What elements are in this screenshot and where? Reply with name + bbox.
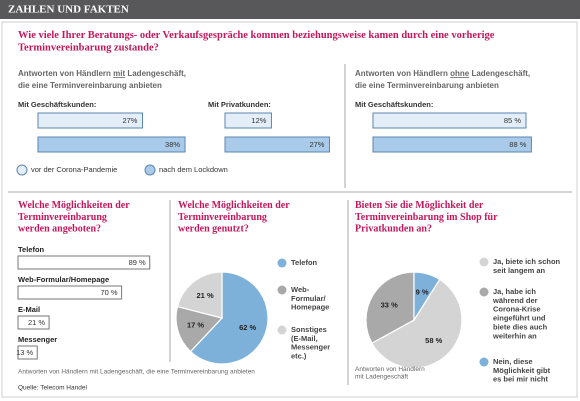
left-heading: Antworten von Händlern mit Ladengeschäft… — [18, 69, 186, 78]
note: Antworten von Händlern mit Ladengeschäft… — [18, 369, 255, 376]
legend-label: Ja, habe ich während der Corona-Krise einge… — [492, 287, 548, 340]
chart-title: Welche Möglichkeiten der Terminvereinbaru… — [18, 200, 130, 235]
legend-label: Telefon — [291, 258, 318, 267]
note: Antworten von Händlern mit Ladengeschäft — [355, 366, 425, 381]
bar — [224, 136, 330, 153]
question: Wie viele Ihrer Beratungs- oder Verkaufs… — [18, 30, 495, 53]
category-label: Web-Formular/Homepage — [18, 275, 109, 284]
bar-chart-title: Mit Privatkunden: — [208, 100, 271, 109]
legend-swatch — [144, 164, 156, 176]
pie-slice — [365, 271, 415, 344]
bar — [17, 315, 50, 330]
bar-chart-title: Mit Geschäftskunden: — [355, 100, 433, 109]
frame — [1, 21, 578, 398]
pie-slice — [175, 305, 224, 353]
pie-slice — [413, 271, 441, 323]
legend-label: Ja, biete ich schon seit langem an — [493, 257, 561, 275]
bar-label: 89 % — [129, 258, 146, 267]
legend-swatch — [277, 285, 287, 295]
bar — [37, 136, 186, 153]
bar — [372, 136, 532, 153]
slice-label: 33 % — [381, 300, 398, 309]
bar-label: 85 % — [504, 116, 521, 125]
legend-label: vor der Corona-Pandemie — [31, 165, 117, 174]
category-label: E-Mail — [18, 305, 40, 314]
legend-label: Nein, diese Möglichkeit gibt es bei mir ni… — [493, 357, 551, 384]
bar-label: 21 % — [28, 318, 45, 327]
pie-slice — [176, 271, 223, 319]
bar — [17, 255, 151, 270]
bar-label: 27% — [309, 140, 324, 149]
right-heading-2: die eine Terminvereinbarung anbieten — [355, 81, 499, 90]
legend-swatch — [277, 325, 287, 335]
bar — [17, 345, 38, 360]
bar-label: 88 % — [509, 140, 526, 149]
bar-label: 70 % — [100, 288, 117, 297]
legend-label: Web-Formular/Homepage — [291, 285, 329, 312]
pie-slice — [371, 278, 463, 369]
bar-label: 12% — [251, 116, 266, 125]
category-label: Messenger — [18, 335, 57, 344]
bar — [37, 112, 143, 129]
slice-label: 17 % — [187, 321, 204, 330]
right-heading: Antworten von Händlern ohne Ladengeschäf… — [355, 69, 530, 78]
chart-title: Bieten Sie die Möglichkeit der Terminvere… — [355, 200, 498, 235]
legend-swatch — [479, 287, 489, 297]
header: ZAHLEN UND FAKTEN — [8, 4, 129, 16]
category-label: Telefon — [18, 245, 45, 254]
legend-label: nach dem Lockdown — [159, 165, 228, 174]
slice-label: 9 % — [416, 287, 429, 296]
slice-label: 62 % — [239, 323, 256, 332]
chart-title: Welche Möglichkeiten der Terminvereinbaru… — [178, 200, 290, 235]
legend-swatch — [277, 258, 287, 268]
bar — [224, 112, 272, 129]
bar-label: 13 % — [16, 348, 33, 357]
legend-swatch — [479, 357, 489, 367]
source: Quelle: Telecom Handel — [18, 385, 87, 392]
bar-label: 38% — [165, 140, 180, 149]
slice-label: 21 % — [197, 291, 214, 300]
bar — [372, 112, 527, 129]
bar-chart-title: Mit Geschäftskunden: — [18, 100, 96, 109]
legend-swatch — [16, 164, 28, 176]
bar-label: 27% — [122, 116, 137, 125]
legend-swatch — [479, 257, 489, 267]
left-heading-2: die eine Terminvereinbarung anbieten — [18, 81, 162, 90]
legend-label: Sonstiges (E-Mail, Messenger etc.) — [291, 325, 330, 361]
pie-slice — [189, 271, 269, 365]
header-bar — [0, 0, 580, 19]
slice-label: 58 % — [425, 336, 442, 345]
bar — [17, 285, 123, 300]
